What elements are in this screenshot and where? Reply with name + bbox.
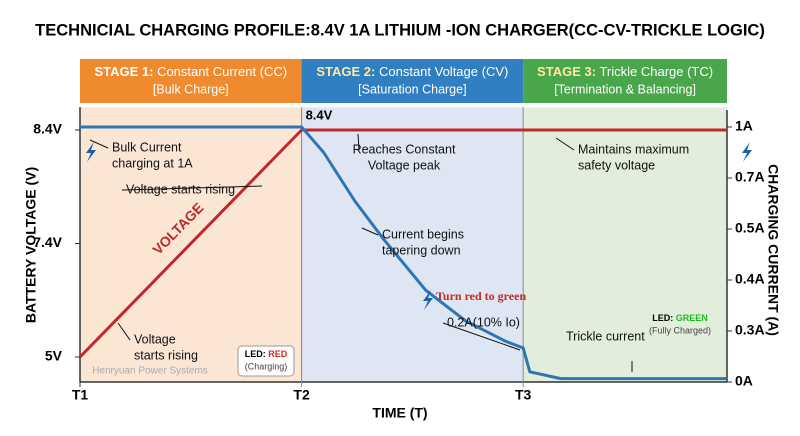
led-note: (Fully Charged) bbox=[649, 325, 711, 335]
stage-sub: [Termination & Balancing] bbox=[554, 82, 696, 96]
stage-header bbox=[80, 59, 302, 103]
annotation: Current begins bbox=[382, 227, 464, 241]
annotation-arrow bbox=[555, 137, 575, 151]
stage-header bbox=[523, 59, 727, 103]
led-status: LED: RED bbox=[245, 349, 288, 359]
lightning-icon bbox=[742, 142, 752, 162]
annotation-arrow bbox=[117, 322, 131, 341]
stage-panel bbox=[301, 107, 524, 383]
annotation: Bulk Current bbox=[112, 140, 182, 154]
led-label: LED: bbox=[652, 313, 673, 323]
y2-axis-title: CHARGING CURRENT (A) bbox=[765, 164, 781, 336]
annotation: tapering down bbox=[382, 243, 461, 257]
lightning-icon bbox=[423, 290, 433, 310]
y2-tick-label: 0.3A bbox=[735, 322, 765, 338]
annotation-arrow bbox=[121, 185, 263, 191]
stage-title: STAGE 3: Trickle Charge (TC) bbox=[537, 64, 713, 79]
annotation: charging at 1A bbox=[112, 156, 193, 170]
annotation-arrow bbox=[357, 133, 360, 151]
y-axis-title: BATTERY VOLTAGE (V) bbox=[23, 167, 39, 323]
stage-title: STAGE 2: Constant Voltage (CV) bbox=[316, 64, 508, 79]
annotation: 0.2A(10% Io) bbox=[447, 315, 520, 329]
annotation: Trickle current bbox=[566, 329, 645, 343]
annotation: Voltage starts rising bbox=[126, 182, 235, 196]
y-tick-label: 8.4V bbox=[33, 121, 62, 137]
led-state: GREEN bbox=[676, 313, 708, 323]
x-tick-label: T2 bbox=[293, 387, 310, 403]
annotation: starts rising bbox=[134, 348, 198, 362]
annotation-arrow bbox=[89, 139, 109, 149]
x-tick-label: T1 bbox=[72, 387, 89, 403]
stage-name: Constant Current (CC) bbox=[157, 64, 287, 79]
lightning-icon bbox=[86, 142, 96, 162]
y2-tick-label: 0.4A bbox=[735, 271, 765, 287]
stage-name: Constant Voltage (CV) bbox=[379, 64, 508, 79]
stage-label: STAGE 1: bbox=[94, 64, 153, 79]
annotation-arrow bbox=[361, 227, 379, 236]
led-status: LED: GREEN bbox=[652, 313, 708, 323]
x-tick-label: T3 bbox=[515, 387, 532, 403]
annotation: Voltage bbox=[134, 332, 176, 346]
peak-label: 8.4V bbox=[306, 107, 333, 122]
stage-sub: [Bulk Charge] bbox=[153, 82, 229, 96]
stage-panel bbox=[523, 107, 727, 383]
y2-tick-label: 0A bbox=[735, 373, 753, 389]
led-label: LED: bbox=[245, 349, 266, 359]
annotation: Maintains maximum bbox=[578, 142, 689, 156]
watermark: Henryuan Power Systems bbox=[92, 366, 208, 377]
series-line bbox=[78, 128, 727, 359]
annotation: safety voltage bbox=[578, 158, 655, 172]
stage-title: STAGE 1: Constant Current (CC) bbox=[94, 64, 287, 79]
stage-sub: [Saturation Charge] bbox=[358, 82, 466, 96]
y-tick-label: 5V bbox=[45, 348, 63, 364]
led-box bbox=[237, 345, 295, 377]
annotation: Voltage peak bbox=[368, 158, 441, 172]
led-state: RED bbox=[268, 349, 288, 359]
stage-label: STAGE 3: bbox=[537, 64, 596, 79]
y2-tick-label: 0.7A bbox=[735, 169, 765, 185]
chart-title: TECHNICIAL CHARGING PROFILE:8.4V 1A LITH… bbox=[35, 21, 765, 39]
stage-label: STAGE 2: bbox=[316, 64, 375, 79]
y2-tick-label: 0.5A bbox=[735, 220, 765, 236]
annotation-arrow bbox=[442, 322, 521, 351]
annotation: Reaches Constant bbox=[353, 142, 456, 156]
stage-header bbox=[301, 59, 524, 103]
x-axis-title: TIME (T) bbox=[372, 405, 427, 421]
led-note: (Charging) bbox=[245, 361, 288, 371]
series-line bbox=[80, 125, 727, 381]
y-tick-label: 7.4V bbox=[33, 234, 62, 250]
annotation: Turn red to green bbox=[436, 289, 526, 303]
y2-tick-label: 1A bbox=[735, 118, 753, 134]
stage-name: Trickle Charge (TC) bbox=[599, 64, 713, 79]
